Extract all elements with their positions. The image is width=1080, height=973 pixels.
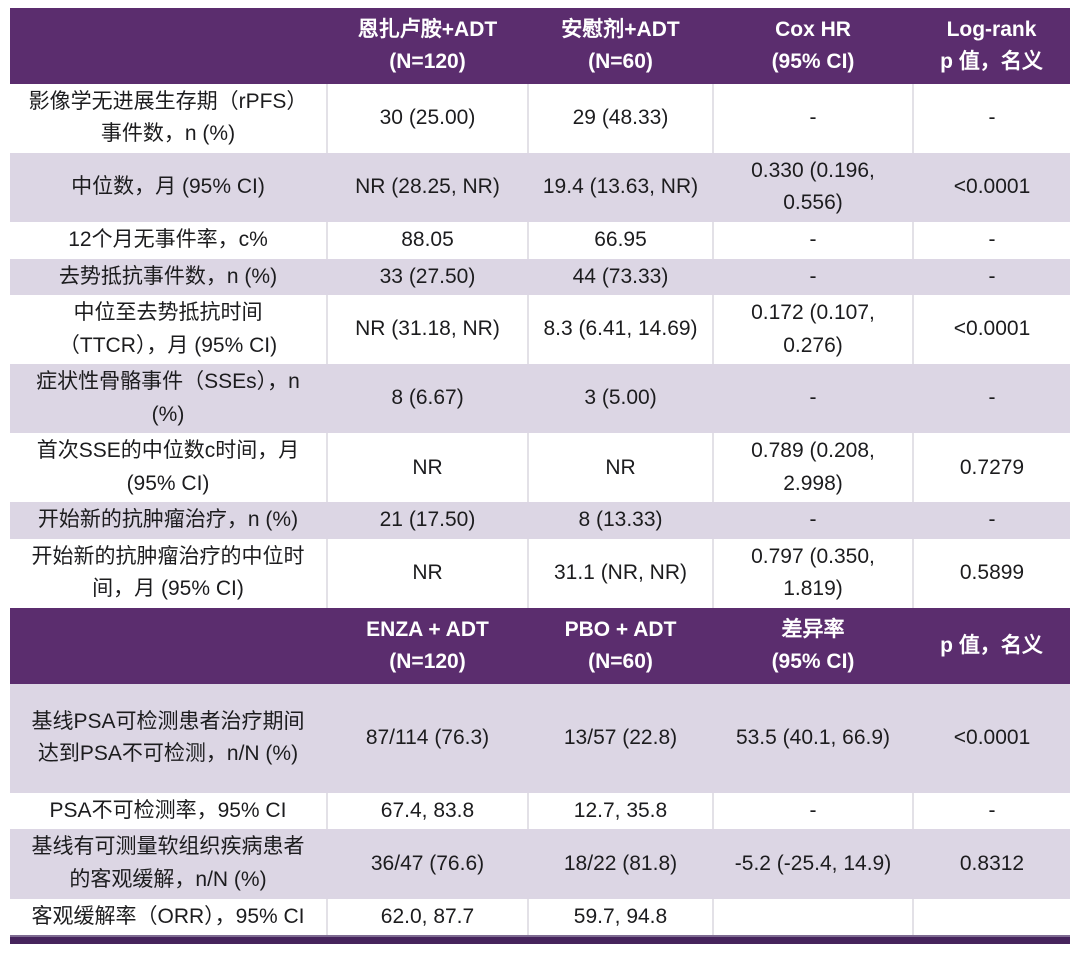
data-cell [913, 898, 1070, 936]
data-cell: 62.0, 87.7 [327, 898, 529, 936]
header-empty-cell [10, 608, 327, 684]
row-label-cell: 12个月无事件率，c% [10, 222, 328, 259]
table-bottom-bar [10, 935, 1070, 945]
efficacy-table-section-1: 恩扎卢胺+ADT (N=120) 安慰剂+ADT (N=60) Cox HR (95… [10, 8, 1070, 609]
data-cell: 66.95 [528, 222, 714, 259]
data-cell: 59.7, 94.8 [528, 898, 714, 936]
data-cell: 19.4 (13.63, NR) [528, 152, 713, 222]
row-label-cell: PSA不可检测率，95% CI [10, 792, 328, 830]
data-cell: - [713, 502, 913, 539]
row-label-cell: 客观缓解率（ORR），95% CI [10, 898, 328, 936]
data-cell: 0.172 (0.107, 0.276) [713, 295, 914, 365]
row-label-cell: 影像学无进展生存期（rPFS） 事件数，n (%) [10, 83, 328, 153]
data-cell: <0.0001 [913, 295, 1070, 365]
data-cell: - [713, 792, 914, 830]
column-header: 安慰剂+ADT (N=60) [528, 8, 713, 84]
data-cell: 0.789 (0.208, 2.998) [713, 433, 914, 503]
row-label-cell: 基线有可测量软组织疾病患者 的客观缓解，n/N (%) [10, 829, 327, 899]
column-header: 恩扎卢胺+ADT (N=120) [327, 8, 528, 84]
data-cell: 21 (17.50) [327, 502, 528, 539]
header-empty-cell [10, 8, 327, 84]
data-cell: - [913, 792, 1070, 830]
data-cell: - [713, 364, 913, 434]
table-row: 影像学无进展生存期（rPFS） 事件数，n (%) 30 (25.00) 29 (4… [10, 83, 1070, 153]
data-cell: 30 (25.00) [327, 83, 529, 153]
data-cell [713, 898, 914, 936]
data-cell: - [913, 502, 1070, 539]
data-cell: 36/47 (76.6) [327, 829, 528, 899]
row-label-cell: 开始新的抗肿瘤治疗的中位时 间，月 (95% CI) [10, 538, 328, 609]
column-header: Log-rank p 值，名义 [913, 8, 1070, 84]
data-cell: - [713, 258, 913, 296]
data-cell: 13/57 (22.8) [528, 683, 713, 793]
data-cell: 87/114 (76.3) [327, 683, 528, 793]
table-header-1: 恩扎卢胺+ADT (N=120) 安慰剂+ADT (N=60) Cox HR (95… [10, 8, 1070, 84]
data-cell: 0.330 (0.196, 0.556) [713, 152, 913, 222]
table-row: 去势抵抗事件数，n (%) 33 (27.50) 44 (73.33) - - [10, 258, 1070, 296]
data-cell: 29 (48.33) [528, 83, 714, 153]
data-cell: 0.7279 [913, 433, 1070, 503]
data-cell: NR (28.25, NR) [327, 152, 528, 222]
data-cell: NR [327, 538, 529, 609]
table-row: 症状性骨骼事件（SSEs），n (%) 8 (6.67) 3 (5.00) - - [10, 364, 1070, 434]
row-label-cell: 中位至去势抵抗时间 （TTCR），月 (95% CI) [10, 295, 328, 365]
data-cell: <0.0001 [913, 152, 1070, 222]
data-cell: 0.5899 [913, 538, 1070, 609]
table-row: 基线PSA可检测患者治疗期间 达到PSA不可检测，n/N (%) 87/114 (… [10, 683, 1070, 793]
data-cell: 31.1 (NR, NR) [528, 538, 714, 609]
row-label-cell: 首次SSE的中位数c时间，月 (95% CI) [10, 433, 328, 503]
row-label-cell: 去势抵抗事件数，n (%) [10, 258, 327, 296]
data-cell: 8.3 (6.41, 14.69) [528, 295, 714, 365]
data-cell: - [913, 222, 1070, 259]
data-cell: - [913, 258, 1070, 296]
row-label-cell: 基线PSA可检测患者治疗期间 达到PSA不可检测，n/N (%) [10, 683, 327, 793]
data-cell: 67.4, 83.8 [327, 792, 529, 830]
data-cell: 44 (73.33) [528, 258, 713, 296]
table-row: 12个月无事件率，c% 88.05 66.95- - [10, 222, 1070, 259]
table-row: 中位至去势抵抗时间 （TTCR），月 (95% CI) NR (31.18, NR… [10, 295, 1070, 365]
table-row: 基线有可测量软组织疾病患者 的客观缓解，n/N (%) 36/47 (76.6) 1… [10, 829, 1070, 899]
data-cell: 53.5 (40.1, 66.9) [713, 683, 913, 793]
table-row: 中位数，月 (95% CI) NR (28.25, NR) 19.4 (13.63,… [10, 152, 1070, 222]
column-header: 差异率 (95% CI) [713, 608, 913, 684]
table-row: PSA不可检测率，95% CI 67.4, 83.8 12.7, 35.8- - [10, 792, 1070, 830]
table-row: 开始新的抗肿瘤治疗，n (%) 21 (17.50) 8 (13.33) - - [10, 502, 1070, 539]
row-label-cell: 开始新的抗肿瘤治疗，n (%) [10, 502, 327, 539]
table-row: 开始新的抗肿瘤治疗的中位时 间，月 (95% CI) NR 31.1 (NR, NR… [10, 538, 1070, 609]
data-cell: 8 (6.67) [327, 364, 528, 434]
data-cell: - [713, 83, 914, 153]
data-cell: NR [327, 433, 529, 503]
data-cell: 33 (27.50) [327, 258, 528, 296]
data-cell: -5.2 (-25.4, 14.9) [713, 829, 913, 899]
data-cell: 88.05 [327, 222, 529, 259]
data-cell: 18/22 (81.8) [528, 829, 713, 899]
data-cell: <0.0001 [913, 683, 1070, 793]
column-header: Cox HR (95% CI) [713, 8, 913, 84]
column-header: PBO + ADT (N=60) [528, 608, 713, 684]
data-cell: - [913, 364, 1070, 434]
data-cell: NR [528, 433, 714, 503]
data-cell: 3 (5.00) [528, 364, 713, 434]
data-cell: 0.797 (0.350, 1.819) [713, 538, 914, 609]
table-row: 客观缓解率（ORR），95% CI 62.0, 87.7 59.7, 94.8 [10, 898, 1070, 936]
efficacy-table-section-2: ENZA + ADT (N=120) PBO + ADT (N=60) 差异率 (9… [10, 608, 1070, 936]
data-cell: - [913, 83, 1070, 153]
data-cell: 8 (13.33) [528, 502, 713, 539]
data-cell: 0.8312 [913, 829, 1070, 899]
column-header: p 值，名义 [913, 608, 1070, 684]
data-cell: NR (31.18, NR) [327, 295, 529, 365]
table-header-2: ENZA + ADT (N=120) PBO + ADT (N=60) 差异率 (9… [10, 608, 1070, 684]
column-header: ENZA + ADT (N=120) [327, 608, 528, 684]
row-label-cell: 中位数，月 (95% CI) [10, 152, 327, 222]
row-label-cell: 症状性骨骼事件（SSEs），n (%) [10, 364, 327, 434]
table-row: 首次SSE的中位数c时间，月 (95% CI) NR NR 0.789 (0.208,… [10, 433, 1070, 503]
data-cell: - [713, 222, 914, 259]
data-cell: 12.7, 35.8 [528, 792, 714, 830]
